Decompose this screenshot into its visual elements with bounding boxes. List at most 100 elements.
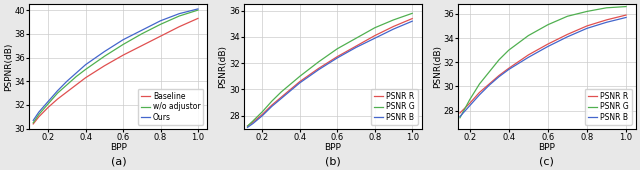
Baseline <box>119 54 127 56</box>
Line: PSNR R: PSNR R <box>460 15 626 113</box>
PSNR R <box>564 33 572 35</box>
PSNR B <box>268 105 276 107</box>
PSNR G <box>287 83 294 85</box>
PSNR R <box>277 96 285 98</box>
PSNR G <box>505 49 513 51</box>
PSNR R <box>485 83 493 85</box>
w/o adjustor <box>138 33 146 35</box>
Line: Baseline: Baseline <box>33 18 198 124</box>
w/o adjustor <box>44 103 52 105</box>
Baseline <box>100 65 108 67</box>
PSNR G <box>333 48 341 50</box>
PSNR G <box>259 111 266 113</box>
PSNR G <box>296 75 304 77</box>
PSNR G <box>544 24 552 26</box>
Ours <box>175 13 183 15</box>
w/o adjustor <box>119 44 127 46</box>
Baseline <box>175 26 183 28</box>
Baseline <box>138 45 146 47</box>
PSNR G <box>268 100 276 102</box>
Baseline <box>72 84 80 86</box>
PSNR R <box>583 25 591 27</box>
Line: Ours: Ours <box>33 9 198 120</box>
PSNR B <box>544 45 552 47</box>
PSNR R <box>296 80 304 82</box>
Ours <box>82 64 90 66</box>
PSNR G <box>249 120 257 122</box>
Baseline <box>29 123 37 125</box>
Baseline <box>194 17 202 19</box>
PSNR B <box>249 122 257 124</box>
PSNR G <box>408 12 416 14</box>
Ours <box>35 111 43 113</box>
PSNR R <box>352 45 360 47</box>
Line: PSNR G: PSNR G <box>248 13 412 126</box>
PSNR R <box>259 113 266 115</box>
Line: PSNR B: PSNR B <box>460 18 626 117</box>
PSNR R <box>603 19 611 21</box>
PSNR R <box>495 74 503 76</box>
PSNR R <box>525 54 532 56</box>
PSNR B <box>408 20 416 22</box>
Baseline <box>63 91 71 93</box>
PSNR B <box>505 68 513 70</box>
Legend: PSNR R, PSNR G, PSNR B: PSNR R, PSNR G, PSNR B <box>585 89 632 125</box>
PSNR R <box>333 56 341 58</box>
PSNR G <box>622 6 630 8</box>
PSNR B <box>622 16 630 19</box>
Ours <box>44 100 52 102</box>
Ours <box>100 51 108 53</box>
Line: w/o adjustor: w/o adjustor <box>33 10 198 123</box>
PSNR R <box>466 102 474 104</box>
PSNR R <box>244 125 252 127</box>
Line: PSNR G: PSNR G <box>460 7 626 118</box>
PSNR R <box>287 88 294 90</box>
PSNR B <box>466 105 474 107</box>
PSNR G <box>583 10 591 12</box>
X-axis label: BPP: BPP <box>324 143 341 152</box>
w/o adjustor <box>175 15 183 17</box>
Line: PSNR R: PSNR R <box>248 19 412 126</box>
PSNR B <box>476 94 483 96</box>
PSNR G <box>456 117 464 119</box>
PSNR R <box>268 104 276 106</box>
PSNR R <box>505 67 513 69</box>
w/o adjustor <box>194 9 202 11</box>
w/o adjustor <box>54 92 61 94</box>
PSNR G <box>390 19 397 21</box>
PSNR B <box>315 69 323 71</box>
w/o adjustor <box>82 68 90 70</box>
Y-axis label: PSPNR(dB): PSPNR(dB) <box>4 42 13 91</box>
PSNR G <box>603 7 611 9</box>
PSNR G <box>485 71 493 73</box>
PSNR R <box>249 121 257 123</box>
Baseline <box>44 106 52 108</box>
PSNR R <box>456 112 464 114</box>
PSNR R <box>476 91 483 94</box>
PSNR G <box>466 99 474 101</box>
PSNR B <box>277 98 285 100</box>
PSNR G <box>371 27 379 29</box>
PSNR R <box>390 26 397 28</box>
X-axis label: BPP: BPP <box>110 143 127 152</box>
PSNR B <box>603 21 611 23</box>
PSNR G <box>352 37 360 39</box>
PSNR G <box>476 83 483 85</box>
PSNR G <box>564 15 572 17</box>
w/o adjustor <box>100 55 108 57</box>
Baseline <box>35 116 43 118</box>
PSNR R <box>544 43 552 45</box>
Baseline <box>157 35 164 37</box>
Text: (a): (a) <box>111 157 126 167</box>
Text: (c): (c) <box>540 157 554 167</box>
Line: PSNR B: PSNR B <box>248 21 412 127</box>
PSNR B <box>485 84 493 86</box>
Ours <box>29 119 37 121</box>
Legend: PSNR R, PSNR G, PSNR B: PSNR R, PSNR G, PSNR B <box>371 89 418 125</box>
PSNR B <box>456 116 464 118</box>
w/o adjustor <box>63 84 71 86</box>
PSNR B <box>371 37 379 39</box>
Legend: Baseline, w/o adjustor, Ours: Baseline, w/o adjustor, Ours <box>138 89 204 125</box>
PSNR R <box>622 14 630 16</box>
Y-axis label: PSNR(dB): PSNR(dB) <box>433 45 442 88</box>
